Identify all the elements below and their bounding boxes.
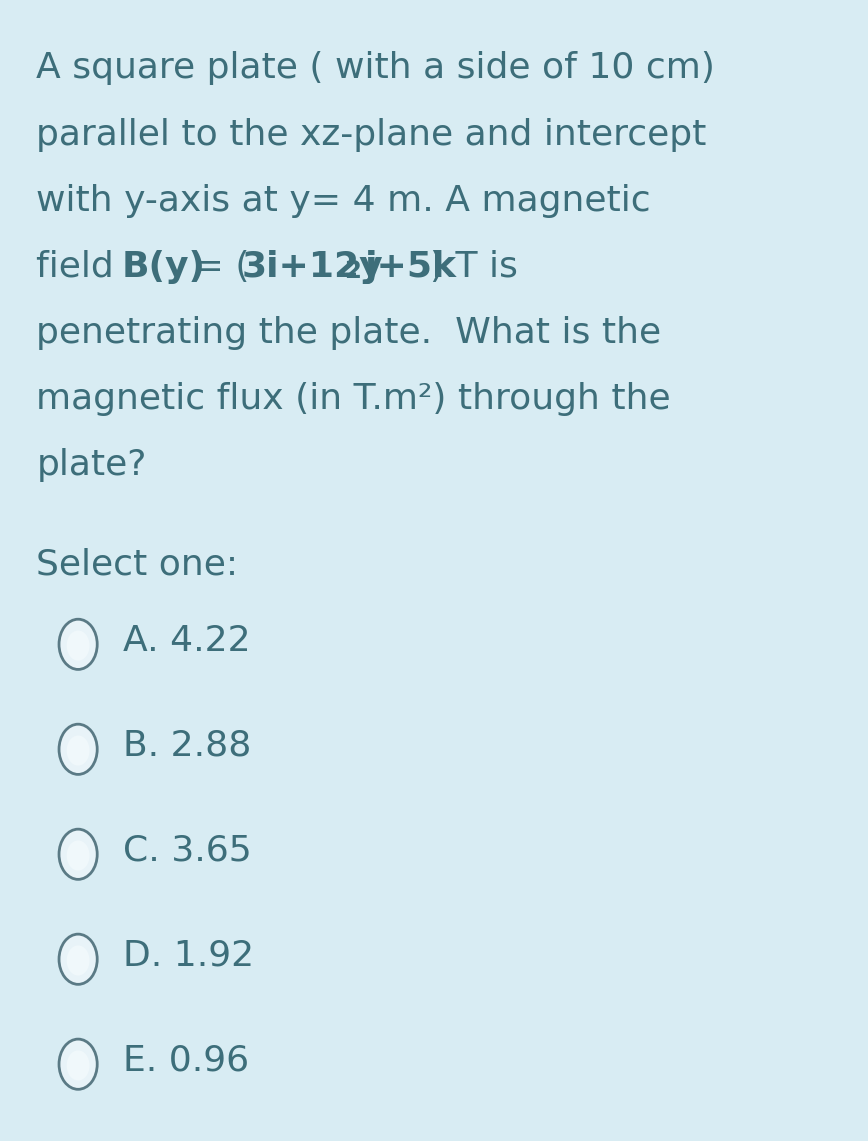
Text: penetrating the plate.  What is the: penetrating the plate. What is the [36, 316, 661, 350]
Circle shape [59, 620, 97, 670]
Text: E. 0.96: E. 0.96 [123, 1044, 249, 1077]
Text: B. 2.88: B. 2.88 [123, 729, 252, 762]
Circle shape [67, 946, 89, 976]
Text: magnetic flux (in T.m²) through the: magnetic flux (in T.m²) through the [36, 382, 671, 416]
Text: A. 4.22: A. 4.22 [123, 624, 251, 657]
Text: j+5k: j+5k [365, 250, 457, 284]
Circle shape [59, 934, 97, 985]
Text: = (: = ( [182, 250, 250, 284]
Text: C. 3.65: C. 3.65 [123, 834, 252, 867]
Text: Select one:: Select one: [36, 548, 239, 582]
Circle shape [59, 725, 97, 775]
Circle shape [67, 736, 89, 766]
Circle shape [59, 1039, 97, 1090]
Text: 3i+12y: 3i+12y [241, 250, 383, 284]
Text: parallel to the xz-plane and intercept: parallel to the xz-plane and intercept [36, 118, 707, 152]
Circle shape [67, 631, 89, 661]
Text: B(y): B(y) [122, 250, 206, 284]
Circle shape [67, 1051, 89, 1081]
Text: field: field [36, 250, 126, 284]
Text: A square plate ( with a side of 10 cm): A square plate ( with a side of 10 cm) [36, 51, 715, 86]
Text: with y-axis at y= 4 m. A magnetic: with y-axis at y= 4 m. A magnetic [36, 184, 651, 218]
Text: 2: 2 [344, 259, 361, 283]
Text: plate?: plate? [36, 448, 147, 483]
Text: D. 1.92: D. 1.92 [123, 939, 254, 972]
Text: ) T is: ) T is [430, 250, 517, 284]
Circle shape [59, 830, 97, 880]
Circle shape [67, 841, 89, 871]
